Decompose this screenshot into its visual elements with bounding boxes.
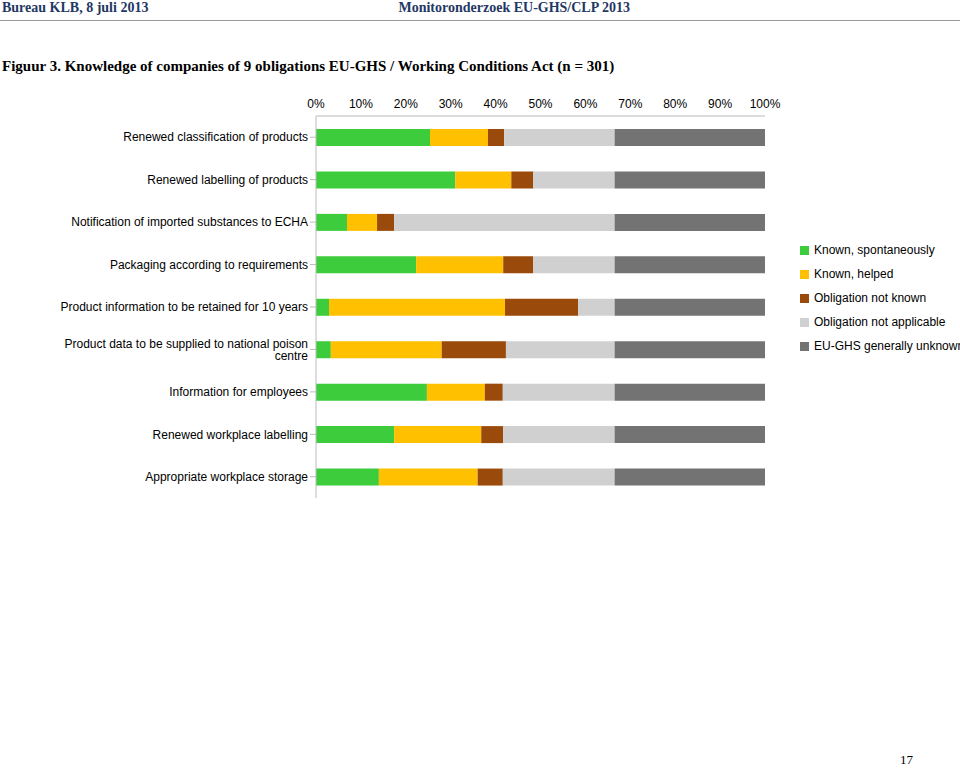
html-text:17: 17 — [900, 752, 913, 767]
html-text:Known, helped: Known, helped — [814, 267, 894, 281]
svg-text:Packaging according to require: Packaging according to requirements — [110, 258, 308, 272]
html-text:Obligation not applicable: Obligation not applicable — [814, 315, 946, 329]
svg-text:0%: 0% — [307, 97, 325, 111]
svg-text:Notification of imported subst: Notification of imported substances to E… — [71, 215, 308, 229]
svg-text:10%: 10% — [349, 97, 373, 111]
svg-text:30%: 30% — [439, 97, 463, 111]
svg-text:100%: 100% — [750, 97, 781, 111]
html-text:Figuur 3. Knowledge of compani: Figuur 3. Knowledge of companies of 9 ob… — [2, 58, 615, 74]
svg-text:60%: 60% — [573, 97, 597, 111]
svg-text:20%: 20% — [394, 97, 418, 111]
html-text:Monitoronderzoek EU-GHS/CLP 20: Monitoronderzoek EU-GHS/CLP 2013 — [398, 0, 630, 15]
svg-text:40%: 40% — [484, 97, 508, 111]
svg-text:90%: 90% — [708, 97, 732, 111]
svg-text:Information for employees: Information for employees — [169, 385, 308, 399]
svg-text:80%: 80% — [663, 97, 687, 111]
svg-text:Renewed workplace labelling: Renewed workplace labelling — [153, 428, 308, 442]
svg-text:Product data to be supplied to: Product data to be supplied to national … — [64, 337, 308, 363]
html-text:Obligation not known: Obligation not known — [814, 291, 927, 305]
svg-text:Product information to be reta: Product information to be retained for 1… — [61, 300, 308, 314]
html-text:Bureau KLB, 8 juli 2013: Bureau KLB, 8 juli 2013 — [2, 0, 149, 15]
svg-text:Renewed labelling of products: Renewed labelling of products — [147, 173, 308, 187]
svg-text:Appropriate workplace storage: Appropriate workplace storage — [145, 470, 308, 484]
html-text:Known, spontaneously: Known, spontaneously — [814, 243, 935, 257]
svg-text:70%: 70% — [618, 97, 642, 111]
svg-text:Renewed classification of prod: Renewed classification of products — [123, 130, 308, 144]
svg-text:50%: 50% — [528, 97, 552, 111]
